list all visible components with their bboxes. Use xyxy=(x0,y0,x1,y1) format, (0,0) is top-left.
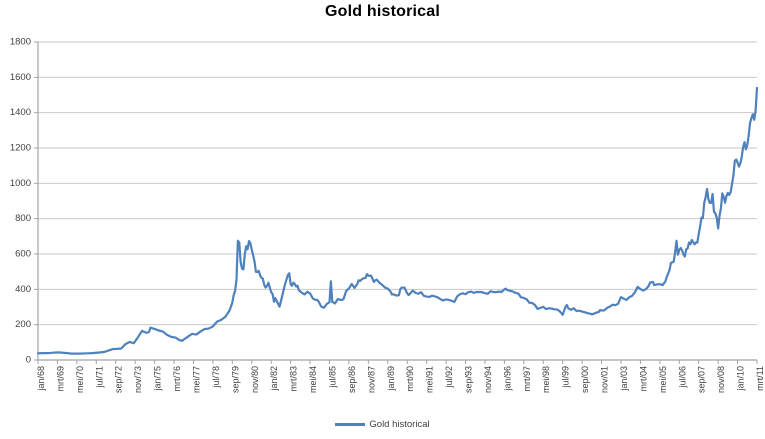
y-tick-labels: 0 200 400 600 800 1000 1200 1400 1600 1800 xyxy=(10,37,31,366)
x-tick-label: sep/07 xyxy=(697,366,707,393)
x-tick-labels: jan/68 mrt/69 mei/70 jul/71 sep/72 nov/73 jan/… xyxy=(36,366,765,393)
x-tick-label: nov/80 xyxy=(250,366,260,393)
y-tick-label: 600 xyxy=(15,249,31,260)
x-tick-label: sep/79 xyxy=(230,366,240,393)
x-tick-label: jul/85 xyxy=(327,366,337,389)
y-tick-label: 1600 xyxy=(10,72,31,83)
x-tick-label: jan/75 xyxy=(153,366,163,392)
x-tick-label: mei/70 xyxy=(75,366,85,393)
x-tick-label: sep/86 xyxy=(347,366,357,393)
x-tick-label: mrt/69 xyxy=(55,366,65,392)
y-tick-label: 200 xyxy=(15,319,31,330)
x-tick-label: jan/03 xyxy=(619,366,629,392)
x-tick-label: mei/05 xyxy=(658,366,668,393)
x-tick-label: nov/08 xyxy=(716,366,726,393)
y-tick-label: 0 xyxy=(26,355,31,366)
x-tick-label: mrt/83 xyxy=(289,366,299,392)
y-tick-label: 1200 xyxy=(10,143,31,154)
x-tick-label: jul/06 xyxy=(677,366,687,389)
series-line-gold-historical xyxy=(36,86,759,355)
y-tick-label: 400 xyxy=(15,284,31,295)
y-tick-label: 1000 xyxy=(10,178,31,189)
x-tick-label: jul/71 xyxy=(94,366,104,389)
y-gridlines xyxy=(38,41,757,326)
x-tick-label: jan/10 xyxy=(736,366,746,392)
x-tick-label: jan/96 xyxy=(502,366,512,392)
x-tick-label: jul/99 xyxy=(561,366,571,389)
y-tick-label: 800 xyxy=(15,213,31,224)
x-tick-label: mrt/76 xyxy=(172,366,182,392)
x-tick-label: jan/68 xyxy=(36,366,46,392)
x-tick-label: nov/94 xyxy=(483,366,493,393)
x-tick-label: mei/77 xyxy=(191,366,201,393)
chart-title: Gold historical xyxy=(324,3,440,20)
x-tick-label: mei/84 xyxy=(308,366,318,393)
legend: Gold historical xyxy=(0,419,765,430)
x-tick-label: jan/89 xyxy=(386,366,396,392)
x-tick-label: mrt/97 xyxy=(522,366,532,392)
x-tick-label: nov/01 xyxy=(600,366,610,393)
legend-label: Gold historical xyxy=(369,419,430,430)
x-tick-label: mei/91 xyxy=(425,366,435,393)
x-tick-label: mei/98 xyxy=(541,366,551,393)
x-tick-label: jan/82 xyxy=(269,366,279,392)
x-tick-label: nov/87 xyxy=(366,366,376,393)
x-tick-label: nov/73 xyxy=(133,366,143,393)
y-tick-label: 1800 xyxy=(10,37,31,48)
x-tick-label: mrt/11 xyxy=(755,366,765,391)
x-tick-label: mrt/04 xyxy=(638,366,648,392)
x-tick-label: jul/92 xyxy=(444,366,454,389)
legend-line-sample xyxy=(335,423,366,426)
x-tick-label: sep/72 xyxy=(114,366,124,393)
x-tick-label: mrt/90 xyxy=(405,366,415,392)
x-tick-label: sep/00 xyxy=(580,366,590,393)
axis-ticks xyxy=(34,41,758,364)
y-tick-label: 1400 xyxy=(10,107,31,118)
x-tick-label: jul/78 xyxy=(211,366,221,389)
chart-plot-area: 0 200 400 600 800 1000 1200 1400 1600 1800 jan/68 m… xyxy=(10,37,765,394)
x-tick-label: sep/93 xyxy=(464,366,474,393)
